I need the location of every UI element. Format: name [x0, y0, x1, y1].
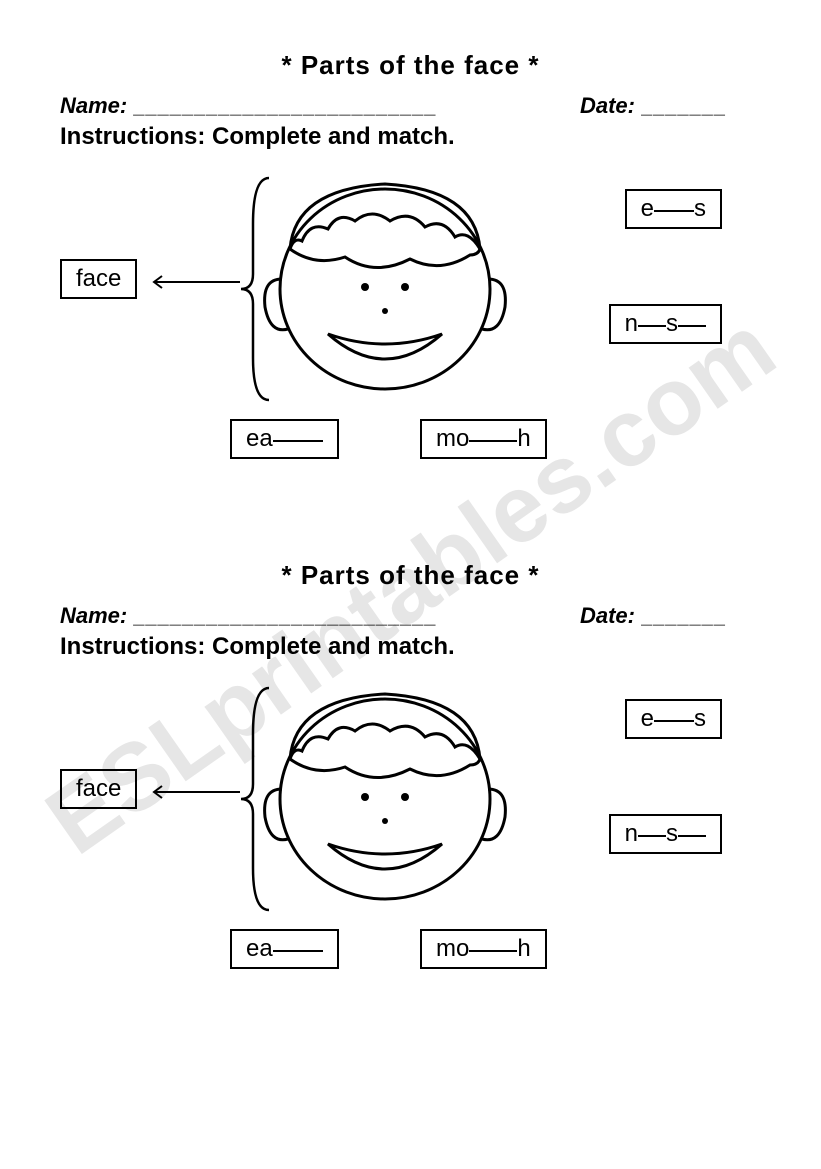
box-mouth: mo h: [420, 419, 547, 459]
box-nose: ns: [609, 304, 722, 344]
box-ears: ea: [230, 419, 339, 459]
nose-mid: s: [666, 310, 678, 337]
mouth-suffix: h: [517, 425, 530, 452]
diagram: face: [60, 159, 740, 489]
box-mouth: mo h: [420, 929, 547, 969]
name-label: Name:: [60, 93, 127, 119]
box-eyes: es: [625, 189, 722, 229]
worksheet-container: * Parts of the face * Name: ____________…: [0, 0, 821, 1020]
date-label: Date:: [580, 93, 635, 119]
ears-blank: [273, 950, 323, 952]
nose-prefix: n: [625, 820, 638, 847]
title: * Parts of the face *: [60, 50, 761, 81]
name-blank: _________________________: [133, 96, 574, 119]
box-eyes: es: [625, 699, 722, 739]
mouth-suffix: h: [517, 935, 530, 962]
face-drawing: [260, 159, 510, 404]
name-label: Name:: [60, 603, 127, 629]
eyes-blank: [654, 210, 694, 212]
box-face: face: [60, 259, 137, 299]
name-date-line: Name: _________________________ Date: __…: [60, 93, 761, 119]
box-face-text: face: [76, 265, 121, 292]
ears-prefix: ea: [246, 425, 273, 452]
mouth-blank: [469, 950, 517, 952]
instructions: Instructions: Complete and match.: [60, 633, 761, 661]
box-face-text: face: [76, 775, 121, 802]
nose-mid: s: [666, 820, 678, 847]
date-blank: _______: [641, 606, 761, 629]
mouth-prefix: mo: [436, 425, 469, 452]
title: * Parts of the face *: [60, 560, 761, 591]
diagram: face es: [60, 669, 740, 999]
arrow-icon: [142, 275, 242, 289]
eyes-suffix: s: [694, 195, 706, 222]
arrow-icon: [142, 785, 242, 799]
nose-blank2: [678, 325, 706, 327]
ears-prefix: ea: [246, 935, 273, 962]
eyes-prefix: e: [641, 705, 654, 732]
nose-blank2: [678, 835, 706, 837]
nose-prefix: n: [625, 310, 638, 337]
nose-blank1: [638, 835, 666, 837]
worksheet-block-2: * Parts of the face * Name: ____________…: [60, 510, 761, 1020]
worksheet-block-1: * Parts of the face * Name: ____________…: [60, 0, 761, 510]
eyes-blank: [654, 720, 694, 722]
box-nose: ns: [609, 814, 722, 854]
box-ears: ea: [230, 929, 339, 969]
face-drawing: [260, 669, 510, 914]
eyes-suffix: s: [694, 705, 706, 732]
date-label: Date:: [580, 603, 635, 629]
name-blank: _________________________: [133, 606, 574, 629]
mouth-prefix: mo: [436, 935, 469, 962]
instructions: Instructions: Complete and match.: [60, 123, 761, 151]
eyes-prefix: e: [641, 195, 654, 222]
name-date-line: Name: _________________________ Date: __…: [60, 603, 761, 629]
date-blank: _______: [641, 96, 761, 119]
mouth-blank: [469, 440, 517, 442]
box-face: face: [60, 769, 137, 809]
nose-blank1: [638, 325, 666, 327]
ears-blank: [273, 440, 323, 442]
